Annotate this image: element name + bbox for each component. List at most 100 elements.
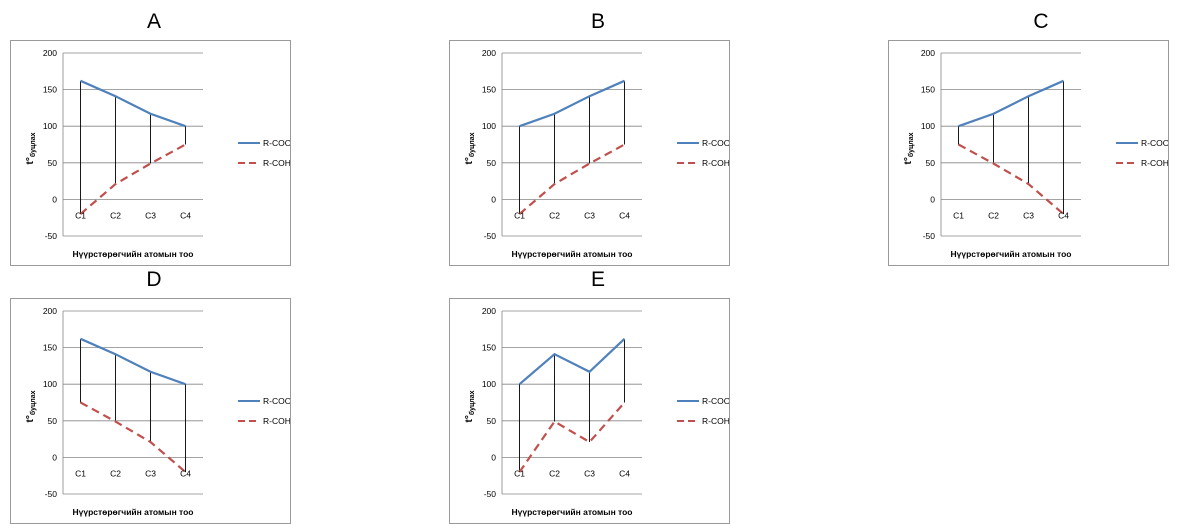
legend-label-r-coh: R-COH xyxy=(1141,158,1168,168)
y-axis-title-main: t° xyxy=(25,415,36,422)
y-axis-title: t°буцлах xyxy=(25,132,37,164)
x-tick-label: C3 xyxy=(584,210,595,220)
chart-svg: -50 0 50 100 150 200 C1 C2 C3 C4 t°буцлах Нүүрстөрө… xyxy=(25,48,290,259)
y-axis-title-main: t° xyxy=(903,157,914,164)
y-tick-label: -50 xyxy=(484,489,497,499)
series-line-r-coh xyxy=(957,143,1065,215)
x-axis-title: Нүүрстөрөгчийн атомын тоо xyxy=(511,249,632,259)
y-tick-label: 200 xyxy=(43,306,57,316)
series-line-r-cooh xyxy=(80,337,186,386)
x-tick-label: C2 xyxy=(549,468,560,478)
y-tick-label: 200 xyxy=(43,48,57,58)
y-tick-label: 50 xyxy=(487,416,497,426)
y-tick-label: 0 xyxy=(52,194,57,204)
y-axis-title-main: t° xyxy=(464,415,475,422)
y-tick-label: 100 xyxy=(921,121,935,131)
x-tick-label: C2 xyxy=(549,210,560,220)
y-axis-title: t°буцлах xyxy=(464,390,476,422)
legend-label-r-cooh: R-COOH xyxy=(702,138,729,148)
legend-label-r-coh: R-COH xyxy=(263,158,290,168)
y-axis-title: t°буцлах xyxy=(903,132,915,164)
y-tick-label: 50 xyxy=(48,158,58,168)
y-tick-label: 100 xyxy=(43,379,57,389)
series-line-r-cooh xyxy=(958,79,1064,128)
legend-label-r-coh: R-COH xyxy=(702,416,729,426)
x-tick-label: C3 xyxy=(1023,210,1034,220)
legend-label-r-cooh: R-COOH xyxy=(702,396,729,406)
y-tick-label: -50 xyxy=(45,489,58,499)
y-tick-label: 50 xyxy=(48,416,58,426)
x-tick-label: C4 xyxy=(619,210,630,220)
y-tick-label: 200 xyxy=(482,48,496,58)
chart-svg: -50 0 50 100 150 200 C1 C2 C3 C4 t°буцлах Нүүрстөрө… xyxy=(25,306,290,517)
chart-title: C xyxy=(1033,10,1049,33)
chart-area: -50 0 50 100 150 200 C1 C2 C3 C4 t°буцлах Нүүрстөрө… xyxy=(888,40,1169,266)
y-tick-label: 0 xyxy=(491,194,496,204)
x-tick-label: C1 xyxy=(953,210,964,220)
y-axis-title-main: t° xyxy=(464,157,475,164)
chart-area: -50 0 50 100 150 200 C1 C2 C3 C4 t°буцлах Нүүрстөрө… xyxy=(449,298,730,524)
y-axis-title-sub: буцлах xyxy=(29,132,37,157)
series-line-r-cooh xyxy=(518,338,626,386)
y-tick-label: 150 xyxy=(43,85,57,95)
y-tick-label: 100 xyxy=(482,379,496,389)
y-tick-label: 150 xyxy=(43,343,57,353)
series-line-r-coh xyxy=(518,401,626,473)
series-line-r-coh xyxy=(79,401,187,473)
y-axis-title: t°буцлах xyxy=(464,132,476,164)
y-tick-label: -50 xyxy=(484,231,497,241)
y-tick-label: 50 xyxy=(926,158,936,168)
y-tick-label: 0 xyxy=(52,452,57,462)
chart-area: -50 0 50 100 150 200 C1 C2 C3 C4 t°буцлах Нүүрстөрө… xyxy=(10,40,291,266)
y-axis-title-sub: буцлах xyxy=(907,132,915,157)
x-tick-label: C1 xyxy=(75,468,86,478)
y-tick-label: 200 xyxy=(482,306,496,316)
chart-svg: -50 0 50 100 150 200 C1 C2 C3 C4 t°буцлах Нүүрстөрө… xyxy=(903,48,1168,259)
y-axis-title-sub: буцлах xyxy=(29,390,37,415)
x-tick-label: C4 xyxy=(180,210,191,220)
series-line-r-cooh xyxy=(519,79,625,128)
x-tick-label: C1 xyxy=(514,210,525,220)
x-axis-title: Нүүрстөрөгчийн атомын тоо xyxy=(950,249,1071,259)
series-line-r-coh xyxy=(518,143,626,215)
x-tick-label: C3 xyxy=(584,468,595,478)
x-tick-label: C2 xyxy=(988,210,999,220)
y-tick-label: 0 xyxy=(491,452,496,462)
x-tick-label: C2 xyxy=(110,210,121,220)
chart-area: -50 0 50 100 150 200 C1 C2 C3 C4 t°буцлах Нүүрстөрө… xyxy=(449,40,730,266)
y-axis-title-sub: буцлах xyxy=(468,390,476,415)
chart-title: A xyxy=(146,10,161,33)
chart-svg: -50 0 50 100 150 200 C1 C2 C3 C4 t°буцлах Нүүрстөрө… xyxy=(464,306,729,517)
chart-title: B xyxy=(590,10,605,33)
x-axis-title: Нүүрстөрөгчийн атомын тоо xyxy=(511,507,632,517)
x-tick-label: C4 xyxy=(619,468,630,478)
x-tick-label: C1 xyxy=(514,468,525,478)
y-tick-label: -50 xyxy=(45,231,58,241)
y-tick-label: 150 xyxy=(921,85,935,95)
y-axis-title-main: t° xyxy=(25,157,36,164)
x-axis-title: Нүүрстөрөгчийн атомын тоо xyxy=(72,507,193,517)
legend-label-r-cooh: R-COOH xyxy=(263,138,290,148)
legend-label-r-coh: R-COH xyxy=(702,158,729,168)
series-line-r-cooh xyxy=(80,79,186,128)
y-tick-label: 100 xyxy=(482,121,496,131)
chart-title: E xyxy=(590,268,605,291)
y-tick-label: 0 xyxy=(930,194,935,204)
x-tick-label: C4 xyxy=(1058,210,1069,220)
x-tick-label: C3 xyxy=(145,468,156,478)
y-axis-title-sub: буцлах xyxy=(468,132,476,157)
y-tick-label: -50 xyxy=(923,231,936,241)
y-tick-label: 50 xyxy=(487,158,497,168)
y-tick-label: 100 xyxy=(43,121,57,131)
chart-title: D xyxy=(146,268,162,291)
legend-label-r-cooh: R-COOH xyxy=(1141,138,1168,148)
series-line-r-coh xyxy=(79,143,187,215)
legend-label-r-cooh: R-COOH xyxy=(263,396,290,406)
legend-label-r-coh: R-COH xyxy=(263,416,290,426)
y-axis-title: t°буцлах xyxy=(25,390,37,422)
x-tick-label: C1 xyxy=(75,210,86,220)
x-tick-label: C2 xyxy=(110,468,121,478)
x-tick-label: C3 xyxy=(145,210,156,220)
y-tick-label: 200 xyxy=(921,48,935,58)
y-tick-label: 150 xyxy=(482,85,496,95)
